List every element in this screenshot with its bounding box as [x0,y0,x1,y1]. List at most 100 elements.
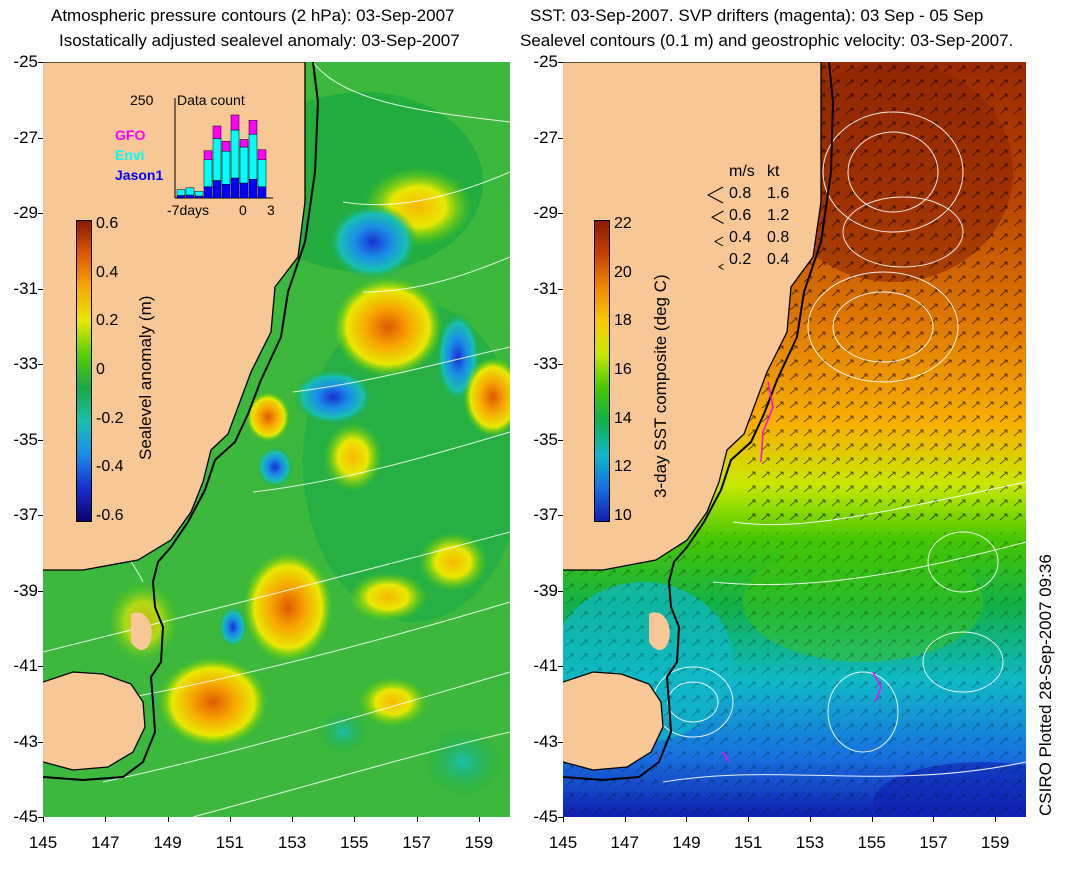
left-x-tick-mark [478,817,480,822]
right-y-tick-label: -37 [533,505,558,524]
right-y-tick-label: -29 [533,203,558,222]
right-x-tick-label: 147 [610,833,639,852]
inset-bar [248,179,258,199]
right-x-tick-label: 153 [795,833,825,852]
right-x-tick-label: 151 [734,833,763,852]
right-x-tick-label: 159 [980,833,1010,852]
right-x-tick-mark [563,817,564,822]
left-y-tick-mark [38,666,43,667]
sst-colorbar-tick: 14 [614,409,632,427]
sst-colorbar-label: 3-day SST composite (deg C) [651,274,670,498]
velocity-kt-value: 0.8 [767,229,790,246]
left-x-tick-mark [43,817,44,822]
left-y-tick-mark [38,288,43,290]
inset-bar [176,189,186,196]
inset-bar [221,151,231,185]
inset-bar [212,180,222,199]
right-y-tick-mark [558,213,563,214]
right-y-tick-label: -27 [533,127,558,147]
left-title-line2: Isostatically adjusted sealevel anomaly:… [59,31,460,50]
sst-colorbar-tick: 16 [614,361,632,378]
inset-title: Data count [177,92,245,108]
left-y-tick-mark [38,137,43,139]
left-y-tick-mark [38,590,43,592]
left-x-tick-label: 145 [28,833,58,852]
left-y-tick-label: -37 [13,505,38,524]
right-x-tick-mark [686,817,688,822]
sealevel-anomaly-map[interactable] [43,62,510,817]
velocity-ms-value: 0.2 [729,251,752,268]
left-x-tick-mark [105,817,107,822]
left-y-tick-label: -45 [13,807,38,826]
right-x-tick-mark [871,817,873,822]
inset-bar [212,125,222,139]
right-x-tick-mark [995,817,997,822]
right-y-tick-label: -31 [533,278,558,298]
right-y-tick-mark [558,590,563,592]
left-y-tick-label: -35 [13,429,38,449]
inset-bar [257,149,267,160]
inset-xlabel-start: -7days [167,202,210,218]
sealevel-colorbar-tick: -0.2 [96,409,124,427]
inset-bar [194,190,204,197]
inset-legend-envi: Envi [115,147,145,163]
right-x-tick-mark [748,817,750,822]
inset-bar [248,134,258,180]
velocity-kt-value: 0.4 [767,251,790,268]
velocity-ms-value: 0.6 [729,207,752,224]
velocity-kt-value: 1.6 [767,185,790,202]
left-x-tick-label: 159 [464,833,494,852]
sst-colorbar-tick: 20 [614,263,632,281]
left-x-tick-label: 149 [153,833,182,852]
right-y-tick-mark [558,439,563,441]
left-y-tick-label: -29 [13,203,38,222]
inset-legend-jason1: Jason1 [115,167,164,183]
sst-colorbar-tick: 18 [614,312,632,330]
sst-map[interactable] [563,62,1026,817]
left-y-tick-label: -39 [13,580,38,600]
inset-max-label: 250 [130,92,154,108]
velocity-ms-value: 0.4 [729,229,752,246]
left-x-tick-mark [292,817,294,822]
sealevel-colorbar-tick: 0.6 [96,215,119,232]
left-x-tick-mark [416,817,418,822]
left-y-tick-label: -43 [13,731,38,751]
right-y-tick-mark [558,666,563,667]
sst-colorbar [594,220,610,522]
inset-bar [185,194,195,199]
sealevel-colorbar-tick: 0.4 [96,263,119,281]
right-title-line2: Sealevel contours (0.1 m) and geostrophi… [520,31,1014,50]
inset-bar [203,159,213,187]
inset-bar [248,120,258,135]
right-y-tick-mark [558,515,563,516]
right-x-tick-label: 149 [672,833,701,852]
inset-legend-gfo: GFO [115,127,146,143]
left-x-tick-label: 153 [277,833,307,852]
inset-bar [230,129,240,179]
left-y-tick-mark [38,62,43,63]
left-y-tick-mark [38,364,43,365]
left-x-tick-label: 147 [91,833,120,852]
left-y-tick-mark [38,817,43,818]
inset-bar [203,150,213,160]
left-y-tick-mark [38,213,43,214]
sealevel-colorbar-tick: -0.4 [96,458,124,476]
velocity-kt-value: 1.2 [767,207,790,224]
left-x-tick-mark [229,817,231,822]
velocity-ms-value: 0.8 [729,185,752,202]
inset-bar [230,177,240,199]
inset-bar [257,186,267,199]
right-y-tick-mark [558,288,563,290]
right-x-tick-label: 145 [548,833,578,852]
velocity-arrow-icon [706,186,725,209]
sst-colorbar-tick: 10 [614,507,632,524]
left-y-tick-label: -25 [13,52,38,71]
left-y-tick-mark [38,439,43,441]
right-x-tick-mark [809,817,811,822]
left-y-tick-label: -33 [13,354,38,373]
inset-bar [221,184,231,199]
inset-xlabel-end: 3 [267,202,275,218]
right-y-tick-mark [558,364,563,365]
inset-bar [239,182,249,199]
sst-colorbar-tick: 22 [614,215,632,232]
